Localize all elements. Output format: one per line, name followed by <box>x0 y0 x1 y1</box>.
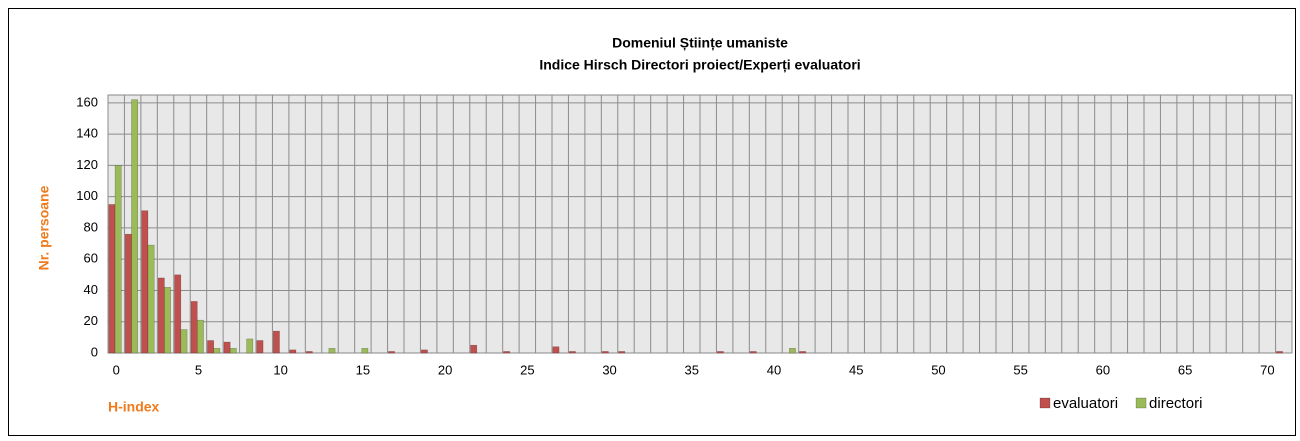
legend-swatch <box>1039 397 1051 409</box>
bar <box>180 329 188 354</box>
bar <box>601 351 609 354</box>
bar <box>131 99 139 354</box>
y-tick-label: 160 <box>76 94 98 109</box>
y-axis-label: Nr. persoane <box>36 185 52 270</box>
legend-label: evaluatori <box>1053 395 1118 412</box>
bar <box>552 346 560 354</box>
bar <box>256 340 264 354</box>
bar <box>328 348 336 354</box>
bar <box>799 351 806 354</box>
bar <box>223 341 231 354</box>
bar <box>108 204 116 354</box>
chart-title: Domeniul Științe umaniste <box>612 35 788 51</box>
y-tick-label: 40 <box>84 282 98 297</box>
x-tick-label: 45 <box>849 362 863 377</box>
bar <box>361 348 369 354</box>
y-tick-label: 80 <box>84 219 98 234</box>
bar <box>197 319 204 354</box>
legend-swatch <box>1135 397 1147 409</box>
bar <box>141 210 149 354</box>
bar <box>789 348 796 354</box>
x-tick-label: 0 <box>113 362 120 377</box>
bar <box>717 351 724 354</box>
bar <box>164 287 171 354</box>
bar <box>190 301 198 354</box>
bar <box>213 348 221 354</box>
bar <box>503 351 510 354</box>
bar <box>147 244 155 354</box>
x-tick-label: 70 <box>1260 362 1274 377</box>
bar <box>470 344 478 354</box>
bar <box>246 338 254 354</box>
x-tick-label: 60 <box>1096 362 1110 377</box>
x-tick-label: 30 <box>602 362 616 377</box>
x-tick-label: 55 <box>1013 362 1027 377</box>
bar <box>207 340 214 354</box>
x-tick-label: 50 <box>931 362 945 377</box>
y-tick-label: 120 <box>76 157 98 172</box>
legend-label: directori <box>1149 395 1202 412</box>
y-tick-label: 140 <box>76 126 98 141</box>
x-tick-label: 35 <box>685 362 699 377</box>
bar <box>174 274 182 354</box>
bar <box>125 233 132 354</box>
x-tick-label: 40 <box>767 362 781 377</box>
bar <box>749 351 757 354</box>
bar <box>569 351 576 354</box>
x-tick-label: 10 <box>273 362 287 377</box>
x-tick-label: 65 <box>1178 362 1192 377</box>
x-tick-label: 5 <box>195 362 202 377</box>
y-tick-label: 20 <box>84 313 98 328</box>
x-tick-label: 25 <box>520 362 534 377</box>
bar <box>618 351 626 354</box>
bar <box>388 351 395 354</box>
bar <box>289 349 297 354</box>
y-tick-label: 100 <box>76 188 98 203</box>
y-tick-label: 60 <box>84 251 98 266</box>
chart-subtitle: Indice Hirsch Directori proiect/Experți … <box>539 57 860 73</box>
bar <box>305 351 313 354</box>
bar <box>229 348 237 354</box>
bar <box>114 165 122 354</box>
x-axis-label: H-index <box>108 399 160 415</box>
x-tick-label: 15 <box>356 362 370 377</box>
bar <box>1276 351 1283 354</box>
y-tick-label: 0 <box>91 344 98 359</box>
bar <box>157 277 165 354</box>
bar <box>273 330 280 354</box>
x-tick-label: 20 <box>438 362 452 377</box>
bar <box>421 349 428 354</box>
